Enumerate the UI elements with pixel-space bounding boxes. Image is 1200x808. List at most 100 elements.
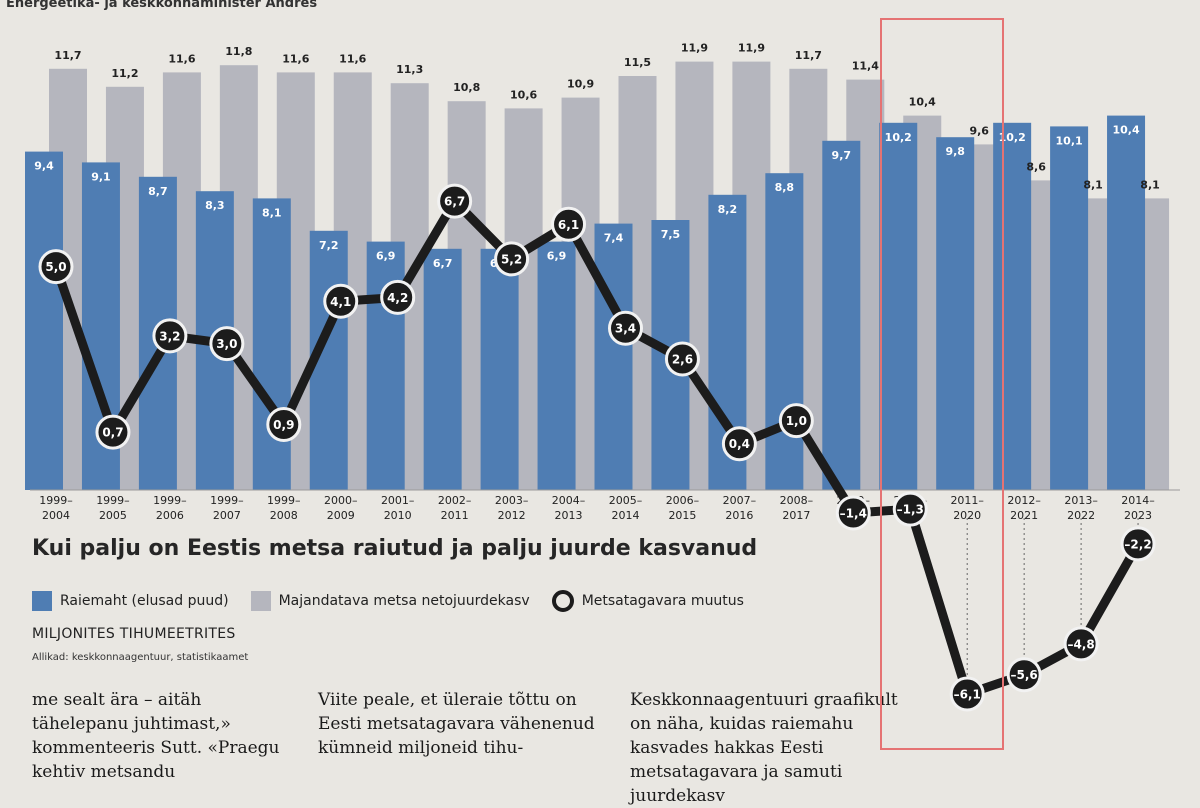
label-raiemaht: 8,7 xyxy=(148,185,168,198)
label-juurdekasv: 10,6 xyxy=(510,88,537,101)
label-juurdekasv: 11,8 xyxy=(225,45,252,58)
node-metsatagavara xyxy=(835,495,871,531)
label-juurdekasv: 11,7 xyxy=(795,49,822,62)
node-label: –6,1 xyxy=(954,687,981,701)
bar-raiemaht xyxy=(25,151,63,490)
bar-raiemaht xyxy=(993,122,1032,491)
tick-label-end: 2012 xyxy=(498,509,526,522)
tick-label-start: 2007– xyxy=(723,494,757,507)
label-juurdekasv: 8,6 xyxy=(1026,160,1046,173)
node-metsatagavara xyxy=(551,206,587,242)
tick-label-start: 2013– xyxy=(1064,494,1098,507)
node-metsatagavara xyxy=(721,426,757,462)
tick-label-end: 2004 xyxy=(42,509,70,522)
tick-label-end: 2016 xyxy=(725,509,753,522)
forest-chart: 11,7 11,2 11,6 11,8 11,6 11,6 11,3 10,8 10,6 10,9… xyxy=(25,42,1180,712)
label-juurdekasv: 11,6 xyxy=(282,52,309,65)
bar-raiemaht xyxy=(1050,126,1089,491)
label-raiemaht: 8,1 xyxy=(262,206,282,219)
node-label: 5,2 xyxy=(501,252,522,266)
bar-raiemaht xyxy=(822,140,861,491)
tick-label-end: 2014 xyxy=(612,509,640,522)
article-col-1: me sealt ära – aitäh tähelepanu juhtimas… xyxy=(32,690,280,782)
node-metsatagavara xyxy=(323,283,359,319)
node-metsatagavara xyxy=(380,279,416,315)
bar-raiemaht xyxy=(537,241,576,490)
node-label: 6,7 xyxy=(444,195,465,209)
tick-label-start: 2011– xyxy=(950,494,984,507)
label-juurdekasv: 11,4 xyxy=(852,60,879,73)
label-juurdekasv: 11,2 xyxy=(111,67,138,80)
bar-raiemaht xyxy=(480,248,519,490)
label-raiemaht: 6,9 xyxy=(547,250,567,263)
label-raiemaht: 9,1 xyxy=(91,170,111,183)
tick-label-start: 1999– xyxy=(210,494,244,507)
tick-label-end: 2013 xyxy=(555,509,583,522)
tick-label-start: 2012– xyxy=(1007,494,1041,507)
node-label: 3,0 xyxy=(216,337,237,351)
label-raiemaht: 10,1 xyxy=(1056,134,1083,147)
tick-label-end: 2011 xyxy=(441,509,469,522)
tick-label-start: 2004– xyxy=(552,494,586,507)
node-label: 3,4 xyxy=(615,322,636,336)
tick-label-end: 2006 xyxy=(156,509,184,522)
tick-label-end: 2007 xyxy=(213,509,241,522)
label-raiemaht: 6,9 xyxy=(376,250,396,263)
legend-muutus-label: Metsatagavara muutus xyxy=(581,593,744,609)
source-label: Allikad: keskkonnaagentuur, statistikaam… xyxy=(32,652,249,663)
legend-ring-icon xyxy=(551,590,574,612)
tick-label-start: 1999– xyxy=(267,494,301,507)
node-metsatagavara xyxy=(38,249,74,285)
node-metsatagavara xyxy=(949,676,985,712)
bar-raiemaht xyxy=(879,122,918,491)
node-metsatagavara xyxy=(95,414,131,450)
tick-label-end: 2020 xyxy=(953,509,981,522)
node-metsatagavara xyxy=(608,310,643,346)
tick-label-end: 2005 xyxy=(99,509,127,522)
node-label: 0,4 xyxy=(729,437,750,451)
node-label: 2,6 xyxy=(672,353,693,367)
tick-label-start: 2001– xyxy=(381,494,415,507)
bar-raiemaht xyxy=(594,223,633,490)
node-label: 3,2 xyxy=(159,329,180,343)
label-juurdekasv: 8,1 xyxy=(1083,178,1103,191)
tick-label-start: 1999– xyxy=(39,494,73,507)
node-label: 1,0 xyxy=(786,414,807,428)
label-raiemaht: 7,2 xyxy=(319,239,339,252)
tick-label-start: 1999– xyxy=(153,494,187,507)
node-metsatagavara xyxy=(1063,626,1099,662)
tick-label-end: 2010 xyxy=(384,509,412,522)
node-metsatagavara xyxy=(266,406,302,442)
label-juurdekasv: 11,6 xyxy=(339,52,366,65)
node-metsatagavara xyxy=(778,403,814,439)
tick-label-end: 2022 xyxy=(1067,509,1095,522)
tick-label-start: 2003– xyxy=(495,494,529,507)
label-raiemaht: 8,3 xyxy=(205,199,225,212)
node-label: 4,1 xyxy=(330,295,351,309)
label-juurdekasv: 11,6 xyxy=(168,52,195,65)
bar-raiemaht xyxy=(252,198,291,490)
node-label: –2,2 xyxy=(1124,537,1151,551)
node-label: 6,1 xyxy=(558,218,579,232)
node-label: 0,9 xyxy=(273,418,294,432)
node-label: 0,7 xyxy=(102,426,123,440)
label-raiemaht: 8,2 xyxy=(718,203,738,216)
bar-raiemaht xyxy=(936,137,975,490)
label-raiemaht: 9,4 xyxy=(34,160,54,173)
node-label: –4,8 xyxy=(1067,637,1094,651)
node-label: 5,0 xyxy=(45,260,66,274)
label-juurdekasv: 8,1 xyxy=(1140,178,1160,191)
label-raiemaht: 7,5 xyxy=(661,228,681,241)
article-col-2: Viite peale, et üleraie tõttu on Eesti m… xyxy=(318,690,595,758)
node-metsatagavara xyxy=(892,491,928,527)
tick-label-start: 2005– xyxy=(609,494,643,507)
legend-juurdekasv-label: Majandatava metsa netojuurdekasv xyxy=(278,593,530,609)
node-metsatagavara xyxy=(152,318,188,354)
tick-label-start: 2000– xyxy=(324,494,358,507)
legend-raiemaht-label: Raiemaht (elusad puud) xyxy=(60,593,229,609)
legend-muutus: Metsatagavara muutus xyxy=(551,590,744,612)
article-col-3: Keskkonnaagentuuri graafikult on näha, k… xyxy=(630,690,898,806)
legend-raiemaht: Raiemaht (elusad puud) xyxy=(32,591,229,611)
label-juurdekasv: 10,4 xyxy=(909,96,936,109)
label-raiemaht: 10,2 xyxy=(885,131,912,144)
